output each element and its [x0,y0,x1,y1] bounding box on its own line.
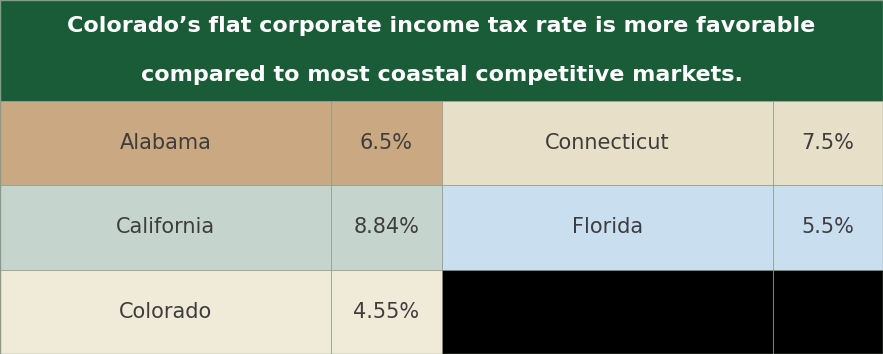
Bar [331,270,442,354]
Bar [331,101,442,185]
Bar [331,185,442,270]
Text: California: California [116,217,215,238]
Bar [773,101,883,185]
Bar [773,270,883,354]
Text: 7.5%: 7.5% [802,133,854,153]
Text: Florida: Florida [571,217,643,238]
Text: 8.84%: 8.84% [353,217,419,238]
Bar [0,101,331,185]
Bar [442,185,773,270]
Bar [442,270,773,354]
Text: Colorado’s flat corporate income tax rate is more favorable: Colorado’s flat corporate income tax rat… [67,16,816,36]
Text: Colorado: Colorado [119,302,212,322]
Text: compared to most coastal competitive markets.: compared to most coastal competitive mar… [140,64,743,85]
Bar [773,185,883,270]
Text: Alabama: Alabama [119,133,212,153]
Text: 6.5%: 6.5% [359,133,413,153]
Text: 4.55%: 4.55% [353,302,419,322]
Text: 5.5%: 5.5% [802,217,854,238]
Bar [0,270,331,354]
Bar [442,101,773,185]
Text: Connecticut: Connecticut [545,133,669,153]
Bar [0,185,331,270]
Bar [0,0,883,101]
